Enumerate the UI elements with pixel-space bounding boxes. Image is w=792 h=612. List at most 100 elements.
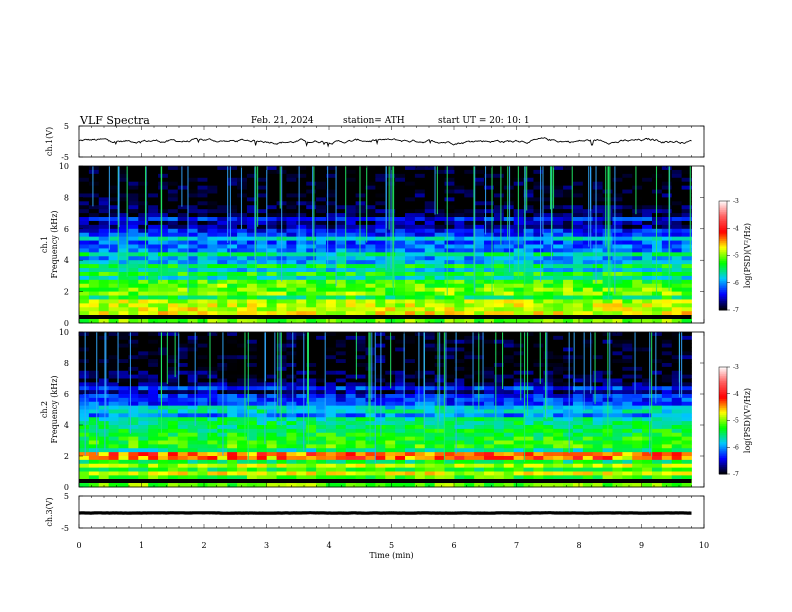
spectrogram-cell (563, 421, 574, 426)
spectrogram-cell (227, 463, 238, 469)
spectrogram-cell (642, 363, 653, 368)
spectrogram-cell (108, 332, 119, 337)
spectrogram-cell (582, 275, 594, 281)
spectrogram-cell (503, 232, 515, 238)
spectrogram-cell (187, 382, 198, 387)
spectrogram-cell (325, 173, 337, 179)
spectrogram-cell (286, 339, 297, 345)
spectrogram-cell (632, 448, 643, 453)
spectrogram-cell (434, 177, 445, 183)
spectrogram-cell (563, 417, 574, 422)
spectrogram-cell (444, 299, 455, 304)
spectrogram-cell (325, 409, 337, 414)
spectrogram-cell (128, 173, 139, 179)
spectrogram-cell (355, 397, 366, 403)
spectrogram-cell (405, 335, 416, 341)
spectrogram-cell (642, 275, 653, 281)
colorbar-swatch (719, 279, 727, 282)
spectrogram-cell (444, 217, 455, 222)
spectrogram-cell (671, 236, 683, 241)
spectrogram-cell (167, 366, 179, 372)
spectrogram-cell (217, 232, 228, 238)
colorbar-swatch (719, 230, 727, 233)
spectrogram-cell (108, 355, 119, 360)
spectrogram-cell (395, 271, 406, 277)
spectrogram-cell (286, 268, 297, 273)
spectrogram-cell (523, 197, 534, 202)
spectrogram-cell (612, 456, 623, 461)
spectrogram-cell (661, 252, 673, 257)
spectrogram-cell (98, 452, 110, 457)
spectrogram-cell (365, 205, 376, 210)
spectrogram-cell (503, 332, 515, 337)
spectrogram-cell (276, 456, 287, 461)
spectrogram-cell (661, 432, 673, 438)
spectrogram-cell (237, 397, 248, 403)
spectrogram-cell (237, 343, 248, 348)
spectrogram-cell (572, 409, 584, 414)
spectrogram-cell (444, 339, 455, 345)
colorbar-swatch (719, 246, 727, 249)
spectrogram-cell (405, 283, 416, 289)
spectrogram-cell (118, 440, 129, 445)
spectrogram-cell (622, 339, 633, 345)
spectrogram-cell (335, 390, 347, 395)
spectrogram-cell (671, 428, 683, 434)
spectrogram-cell (661, 428, 673, 434)
spectrogram-cell (335, 436, 347, 441)
spectrogram-cell (454, 374, 465, 379)
spectrogram-cell (148, 287, 159, 293)
spectrogram-cell (325, 390, 337, 395)
spectrogram-cell (355, 311, 366, 316)
spectrogram-cell (266, 240, 277, 245)
spectrogram-cell (345, 299, 357, 304)
spectrogram-cell (296, 409, 307, 414)
spectrogram-cell (335, 421, 347, 426)
spectrogram-cell (197, 209, 208, 214)
spectrogram-cell (345, 213, 357, 218)
spectrogram-cell (414, 436, 426, 441)
spectrogram-cell (138, 209, 149, 214)
spectrogram-cell (306, 351, 317, 356)
spectrogram-cell (79, 436, 90, 441)
spectrogram-cell (533, 425, 544, 430)
spectrogram-cell (345, 169, 357, 175)
spectrogram-cell (434, 185, 445, 190)
spectrogram-cell (335, 335, 347, 341)
spectrogram-cell (513, 359, 524, 364)
spectrogram-cell (651, 244, 663, 249)
spectrogram-cell (612, 177, 623, 183)
spectrogram-cell (523, 444, 534, 449)
spectrogram-cell (385, 319, 396, 324)
spectrogram-cell (207, 394, 218, 399)
spectrogram-cell (335, 456, 347, 461)
spectrogram-cell (414, 425, 426, 430)
spectrogram-cell (237, 279, 248, 285)
spectrogram-cell (671, 166, 683, 171)
spectrogram-cell (414, 193, 426, 198)
spectrogram-cell (375, 303, 386, 308)
spectrogram-cell (523, 397, 534, 403)
spectrogram-cell (582, 428, 594, 434)
spectrogram-cell (98, 236, 110, 241)
spectrogram-cell (484, 339, 495, 345)
spectrogram-cell (661, 271, 673, 277)
colorbar-tick-label: -3 (733, 198, 739, 205)
spectrogram-cell (582, 287, 594, 293)
spectrogram-cell (444, 390, 455, 395)
spectrogram-cell (108, 343, 119, 348)
spectrogram-cell (671, 209, 683, 214)
spectrogram-cell (325, 351, 337, 356)
spectrogram-cell (207, 390, 218, 395)
spectrogram-cell (266, 363, 277, 368)
spectrogram-cell (227, 220, 238, 226)
spectrogram-cell (405, 311, 416, 316)
spectrogram-cell (454, 291, 465, 296)
spectrogram-cell (632, 355, 643, 360)
spectrogram-cell (612, 185, 623, 190)
spectrogram-cell (79, 268, 90, 273)
spectrogram-cell (167, 359, 179, 364)
spectrogram-cell (79, 363, 90, 368)
spectrogram-cell (582, 335, 594, 341)
spectrogram-cell (246, 386, 258, 391)
